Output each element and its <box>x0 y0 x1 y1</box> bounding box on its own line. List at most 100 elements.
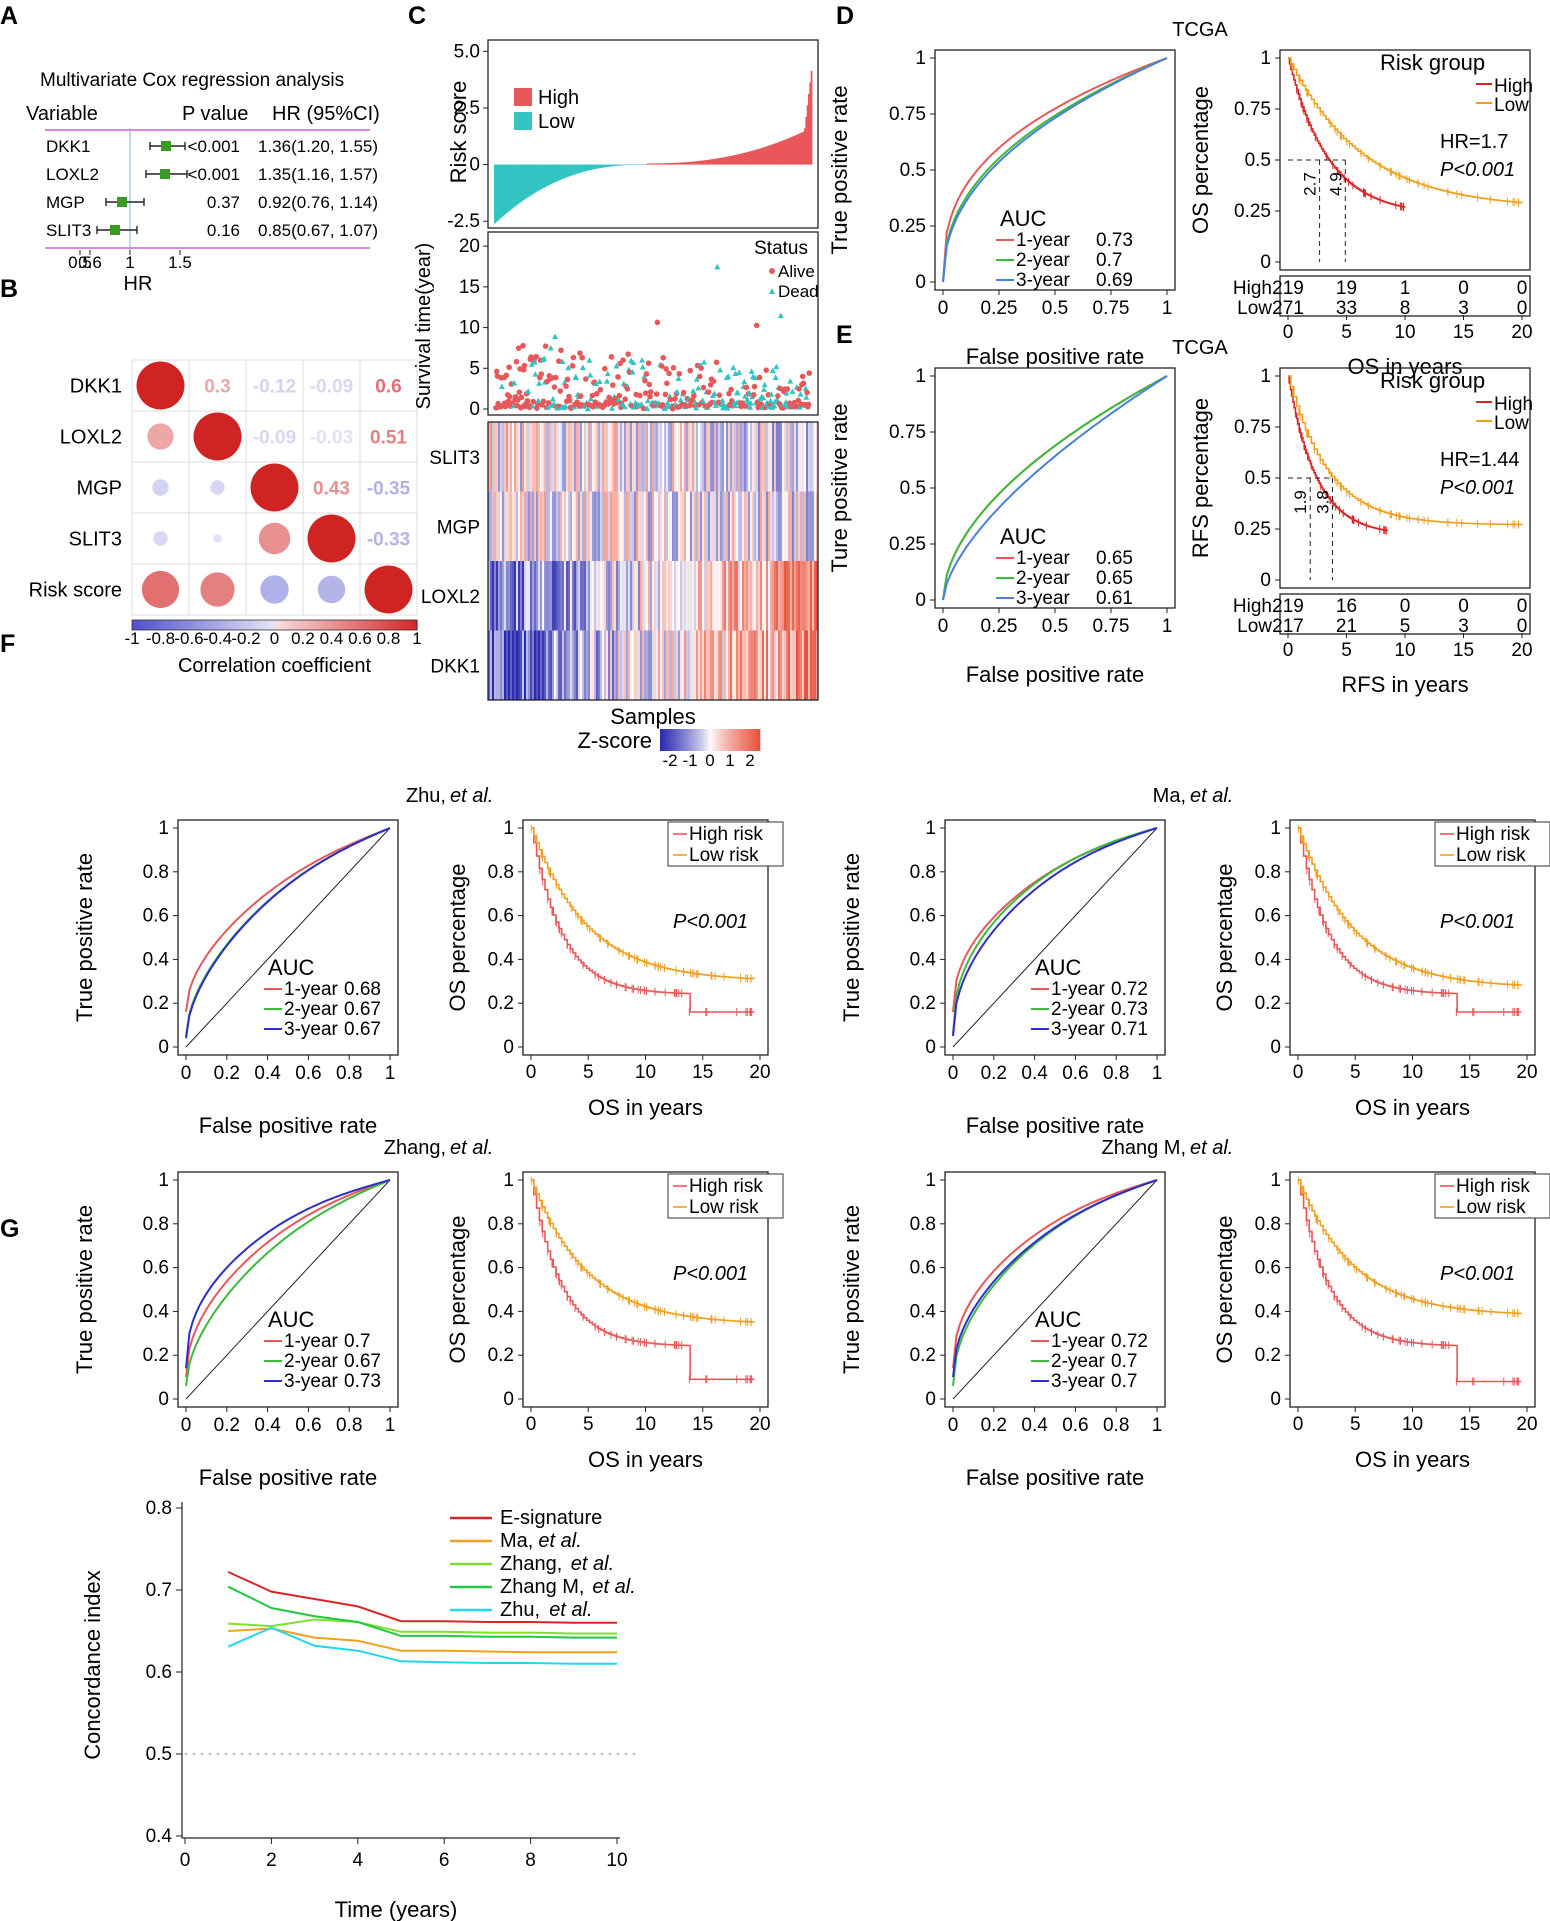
surv-point-dead <box>661 405 668 411</box>
risk-bar <box>761 147 764 165</box>
km-p: P<0.001 <box>1440 1263 1515 1285</box>
heatmap-cell <box>618 422 621 492</box>
surv-point-dead <box>498 383 505 389</box>
risk-bar <box>633 164 635 166</box>
surv-point-dead <box>699 397 706 403</box>
surv-point-alive <box>518 394 525 401</box>
risk-bar <box>680 162 683 165</box>
km-xlabel: OS in years <box>1355 1447 1470 1472</box>
auc-title: AUC <box>1000 524 1047 549</box>
risk-bar <box>768 145 770 165</box>
surv-point-alive <box>556 358 562 364</box>
heatmap-cell <box>620 491 623 561</box>
heatmap-cell <box>752 630 755 700</box>
heatmap-cell <box>502 491 505 561</box>
risk-bar <box>586 164 589 171</box>
risk-bar <box>766 145 769 165</box>
risk-frame <box>487 39 819 229</box>
risk-bar <box>788 138 790 165</box>
heatmap-cell <box>740 491 743 561</box>
heatmap-cell <box>540 561 543 631</box>
auc-title: AUC <box>1035 955 1082 980</box>
heatmap-cell <box>712 630 715 700</box>
heatmap-cell <box>538 491 541 561</box>
surv-point-alive <box>775 393 781 399</box>
zscore-segment <box>696 729 698 751</box>
forest-variable: MGP <box>46 193 85 212</box>
km-curve <box>1298 1179 1523 1315</box>
roc-frame <box>177 1171 399 1408</box>
g-series-line <box>228 1618 617 1635</box>
heatmap-cell <box>770 422 773 492</box>
risk-bar <box>747 151 749 165</box>
km-curve <box>1288 375 1389 532</box>
corr-value: -0.12 <box>253 377 296 398</box>
colorbar-segment <box>377 620 381 630</box>
surv-point-dead <box>747 404 754 410</box>
heatmap-cell <box>524 422 527 492</box>
heatmap-cell <box>524 491 527 561</box>
zscore-segment <box>734 729 736 751</box>
heatmap-cell <box>720 422 723 492</box>
heatmap-cell <box>762 491 765 561</box>
risk-bar <box>736 154 739 165</box>
surv-point-dead <box>638 401 645 407</box>
risk-bar <box>786 138 789 165</box>
heatmap-cell <box>630 561 633 631</box>
corr-circle <box>210 480 225 495</box>
colorbar-segment <box>174 620 179 630</box>
heatmap-cell <box>710 630 713 700</box>
km-p: P<0.001 <box>673 1263 748 1285</box>
heatmap-cell <box>664 561 667 631</box>
risk-bar <box>537 164 540 191</box>
heatmap-cell <box>610 491 613 561</box>
heatmap-cell <box>784 630 787 700</box>
roc-xtick-label: 0.6 <box>1062 1415 1088 1436</box>
colorbar-segment <box>203 620 207 630</box>
risk-table-frame <box>1279 275 1531 317</box>
auc-series-name: 2-year <box>1016 568 1071 589</box>
surv-point-alive <box>506 364 512 371</box>
heatmap-cell <box>778 630 781 700</box>
corr-circle <box>141 570 180 609</box>
heatmap-cell <box>602 491 605 561</box>
auc-series-name: 2-year <box>284 1351 339 1372</box>
heatmap-cell <box>800 630 803 700</box>
heatmap-cell <box>752 561 755 631</box>
heatmap-cell <box>734 422 737 492</box>
forest-title: Multivariate Cox regression analysis <box>40 70 344 91</box>
risk-tick-label: 5.0 <box>454 41 480 62</box>
heatmap-cell <box>764 630 767 700</box>
heatmap-cell <box>610 422 613 492</box>
heatmap-cell <box>742 422 745 492</box>
colorbar-segment <box>146 620 150 630</box>
g-legend-name: Zhu, <box>500 1599 540 1621</box>
risk-bar <box>626 164 629 166</box>
km-legend-label: Low risk <box>1456 845 1526 866</box>
surv-point-alive <box>672 396 678 402</box>
zscore-segment <box>743 729 745 751</box>
heatmap-cell <box>582 491 585 561</box>
heatmap-cell <box>512 630 515 700</box>
heatmap-cell <box>576 491 579 561</box>
heatmap-cell <box>802 422 805 492</box>
heatmap-cell <box>642 491 645 561</box>
surv-point-alive <box>564 376 571 383</box>
roc-ytick-label: 0.25 <box>889 216 926 237</box>
heatmap-cell <box>528 561 531 631</box>
auc-series-name: 3-year <box>284 1019 339 1040</box>
heatmap-cell <box>652 491 655 561</box>
risk-bar <box>496 164 499 222</box>
km-ytick-label: 0.4 <box>1255 1301 1282 1322</box>
zscore-segment <box>708 729 710 751</box>
heatmap-cell <box>526 630 529 700</box>
heatmap-cell <box>568 491 571 561</box>
zscore-segment <box>721 729 723 751</box>
heatmap-cell <box>802 561 805 631</box>
risk-bar <box>610 164 613 167</box>
heatmap-cell <box>580 630 583 700</box>
roc-ytick-label: 1 <box>925 1170 936 1191</box>
heatmap-cell <box>670 491 673 561</box>
heatmap-cell <box>748 561 751 631</box>
heatmap-cell <box>784 491 787 561</box>
